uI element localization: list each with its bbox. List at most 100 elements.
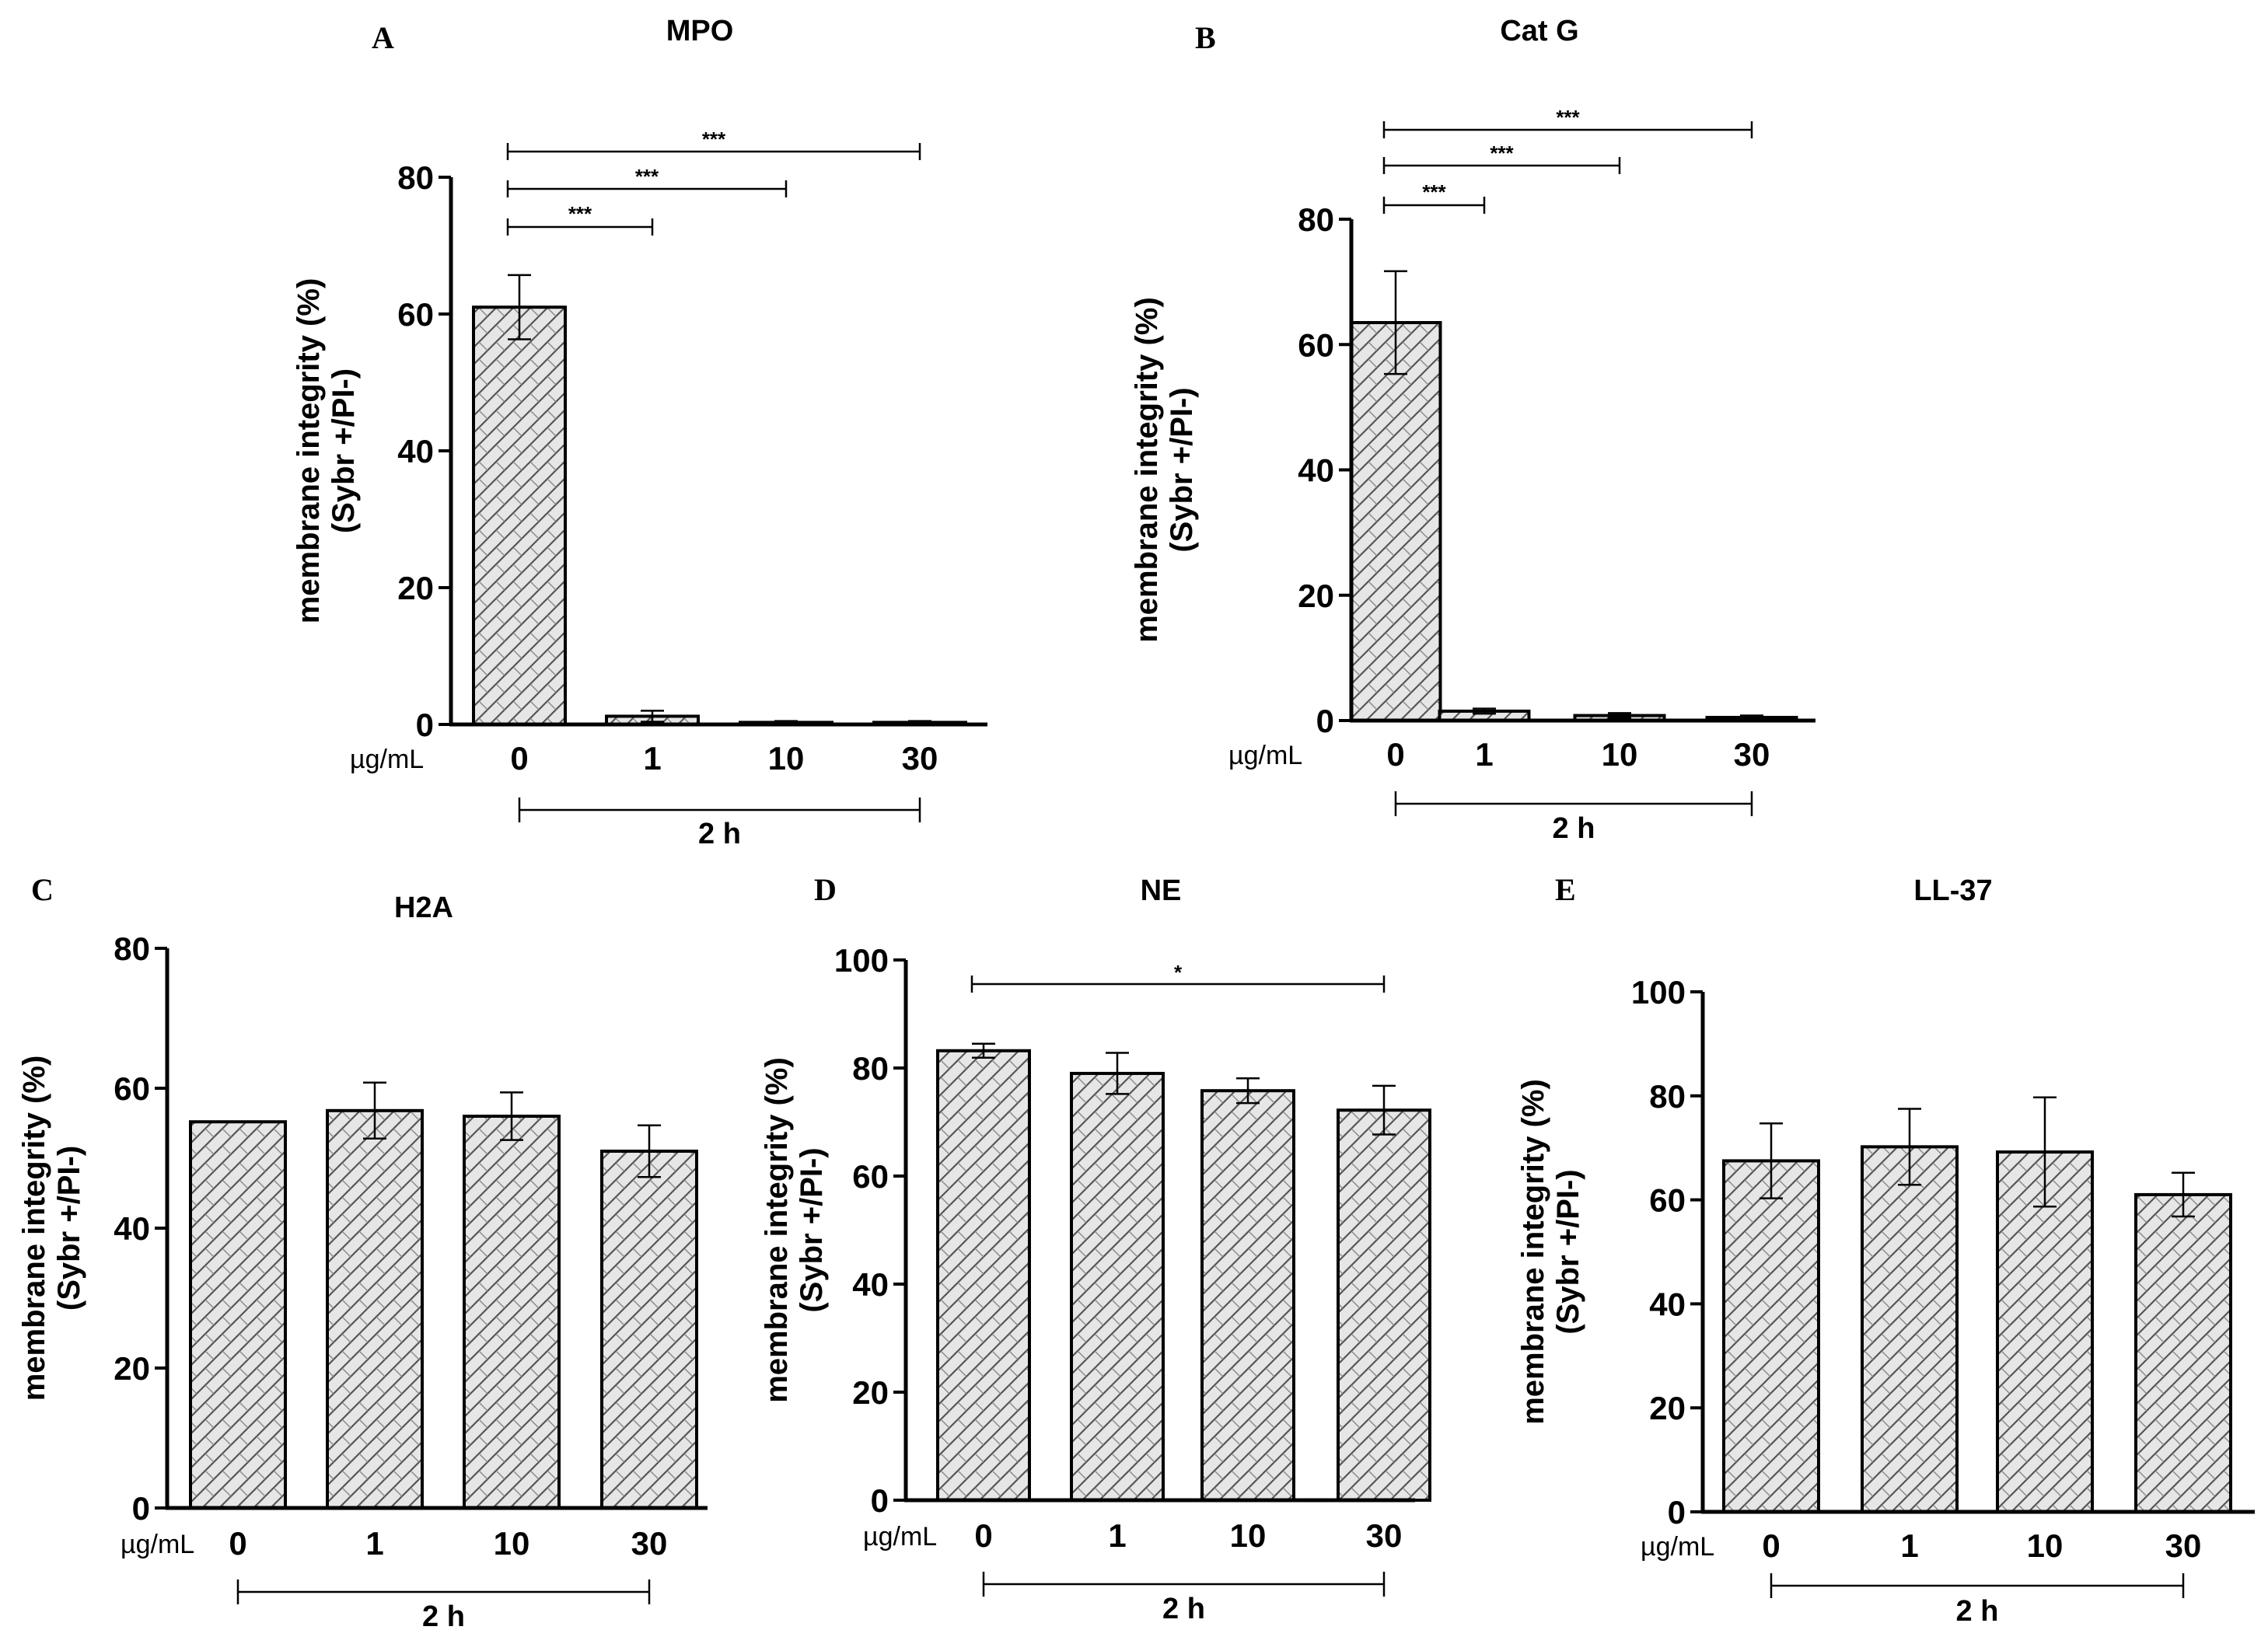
x-tick-label: 0 xyxy=(1386,736,1404,773)
bar-30 xyxy=(1337,1108,1431,1502)
significance-stars: *** xyxy=(635,165,659,188)
x-tick-label: 0 xyxy=(974,1517,992,1554)
chart-title: NE xyxy=(1141,874,1182,907)
x-tick-label: 0 xyxy=(1762,1527,1780,1564)
significance-stars: *** xyxy=(1490,141,1514,165)
y-tick-label: 20 xyxy=(1298,578,1334,614)
y-axis-label-sub: (Sybr +/PI-) xyxy=(1165,387,1199,552)
y-axis-label: membrane integrity (%) xyxy=(17,1056,51,1401)
y-tick-label: 0 xyxy=(416,707,434,743)
y-tick-label: 20 xyxy=(852,1374,889,1411)
y-tick-label: 60 xyxy=(1298,326,1334,363)
y-axis-label-sub: (Sybr +/PI-) xyxy=(52,1146,86,1311)
significance-stars: *** xyxy=(702,127,726,151)
y-axis-label-sub: (Sybr +/PI-) xyxy=(795,1147,829,1312)
significance-stars: *** xyxy=(1422,180,1446,204)
x-tick-label: 0 xyxy=(229,1525,246,1562)
y-tick-label: 60 xyxy=(852,1158,889,1195)
group-label: 2 h xyxy=(1956,1595,1999,1628)
y-axis-label: membrane integrity (%) xyxy=(292,278,326,624)
panel-label: D xyxy=(814,872,837,907)
x-tick-label: 10 xyxy=(1602,736,1638,773)
bar-0 xyxy=(1722,1159,1820,1514)
x-tick-label: 30 xyxy=(2165,1527,2202,1564)
group-label: 2 h xyxy=(1162,1593,1205,1625)
panel-e: E LL-37 membrane integrity (%) (Sybr +/PI-)… xyxy=(1516,872,2255,1628)
x-tick-label: 1 xyxy=(1108,1517,1126,1554)
chart-title: H2A xyxy=(394,892,453,924)
group-label: 2 h xyxy=(698,818,741,850)
x-tick-label: 1 xyxy=(1900,1527,1918,1564)
panel-label: C xyxy=(31,872,54,907)
y-tick-label: 40 xyxy=(1649,1286,1686,1322)
unit-label: µg/mL xyxy=(350,745,424,774)
x-tick-label: 30 xyxy=(1366,1517,1403,1554)
significance-stars: *** xyxy=(568,202,592,225)
panel-d: D NE membrane integrity (%) (Sybr +/PI-) 0 20… xyxy=(760,872,1431,1625)
panel-b: B Cat G membrane integrity (%) (Sybr +/PI-)… xyxy=(1130,15,1815,845)
x-tick-label: 30 xyxy=(1734,736,1770,773)
x-tick-label: 10 xyxy=(1230,1517,1267,1554)
x-tick-label: 10 xyxy=(494,1525,530,1562)
group-label: 2 h xyxy=(422,1600,465,1633)
panel-label: B xyxy=(1195,20,1216,55)
x-tick-label: 1 xyxy=(365,1525,383,1562)
y-tick-label: 20 xyxy=(397,570,434,606)
y-tick-label: 0 xyxy=(1668,1494,1686,1531)
chart-title: MPO xyxy=(666,15,734,47)
bar-0 xyxy=(472,305,567,726)
bar-30 xyxy=(600,1150,698,1510)
x-tick-label: 1 xyxy=(1475,736,1493,773)
group-label: 2 h xyxy=(1553,812,1595,845)
y-tick-label: 60 xyxy=(114,1070,150,1107)
x-tick-label: 10 xyxy=(768,740,805,777)
y-tick-label: 100 xyxy=(1631,974,1686,1010)
x-tick-label: 10 xyxy=(2027,1527,2064,1564)
y-tick-label: 60 xyxy=(397,296,434,333)
bar-1 xyxy=(1070,1071,1165,1502)
bar-0 xyxy=(1349,321,1442,722)
y-tick-label: 20 xyxy=(1649,1390,1686,1426)
bar-10 xyxy=(463,1115,561,1510)
y-tick-label: 80 xyxy=(114,930,150,967)
y-axis-label-sub: (Sybr +/PI-) xyxy=(1551,1169,1585,1334)
panel-label: A xyxy=(372,20,394,55)
panel-c: C H2A membrane integrity (%) (Sybr +/PI-) 0 2… xyxy=(17,872,708,1633)
y-tick-label: 60 xyxy=(1649,1182,1686,1219)
y-axis-label: membrane integrity (%) xyxy=(1130,297,1164,643)
y-tick-label: 40 xyxy=(852,1266,889,1303)
bar-10 xyxy=(1200,1089,1295,1502)
unit-label: µg/mL xyxy=(1641,1532,1714,1562)
y-tick-label: 80 xyxy=(397,159,434,196)
y-tick-label: 0 xyxy=(1316,703,1334,739)
bar-1 xyxy=(1861,1145,1959,1514)
y-tick-label: 100 xyxy=(834,942,889,979)
x-tick-label: 1 xyxy=(643,740,661,777)
y-tick-label: 40 xyxy=(397,433,434,469)
unit-label: µg/mL xyxy=(1228,741,1302,770)
panel-a: A MPO membrane integrity (%) (Sybr +/PI-) 0 2… xyxy=(292,15,987,850)
chart-title: Cat G xyxy=(1500,15,1578,47)
bar-30 xyxy=(2134,1192,2232,1514)
y-tick-label: 0 xyxy=(132,1490,150,1527)
unit-label: µg/mL xyxy=(121,1530,194,1559)
bar-0 xyxy=(189,1120,287,1510)
y-tick-label: 20 xyxy=(114,1350,150,1387)
y-tick-label: 0 xyxy=(871,1482,889,1519)
panel-label: E xyxy=(1555,872,1576,907)
y-axis-label: membrane integrity (%) xyxy=(1516,1079,1550,1425)
significance-stars: *** xyxy=(1556,106,1580,129)
y-tick-label: 80 xyxy=(852,1050,889,1087)
x-tick-label: 30 xyxy=(902,740,938,777)
y-axis-label: membrane integrity (%) xyxy=(760,1057,794,1403)
significance-stars: * xyxy=(1174,961,1183,984)
bar-0 xyxy=(936,1049,1031,1502)
x-tick-label: 0 xyxy=(510,740,528,777)
unit-label: µg/mL xyxy=(863,1522,937,1551)
y-tick-label: 80 xyxy=(1298,201,1334,238)
x-tick-label: 30 xyxy=(631,1525,668,1562)
y-axis-label-sub: (Sybr +/PI-) xyxy=(327,368,361,533)
bar-1 xyxy=(326,1108,424,1510)
chart-title: LL-37 xyxy=(1913,874,1992,907)
